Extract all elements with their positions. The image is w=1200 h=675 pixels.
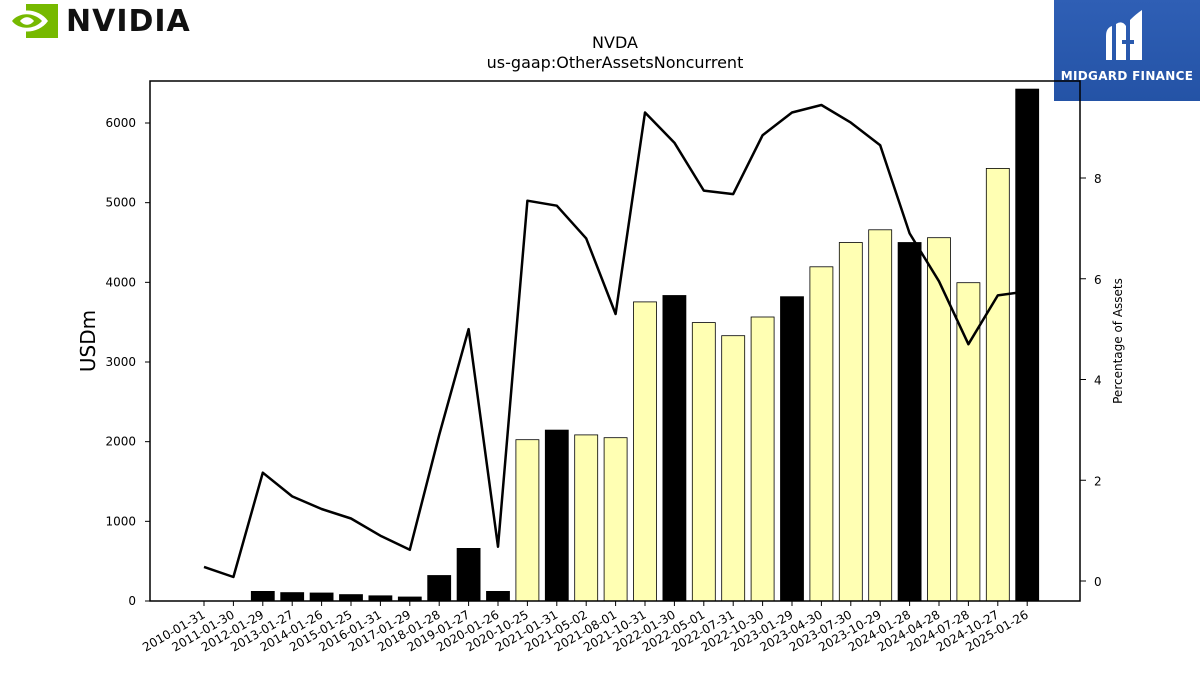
chart-title: NVDA: [592, 33, 638, 52]
y2-axis-label: Percentage of Assets: [1111, 278, 1125, 404]
bar-2013-01-27: [280, 592, 305, 602]
bar-2022-05-01: [691, 322, 716, 602]
y2-tick-label: 6: [1094, 273, 1102, 287]
bar-2023-01-29: [780, 296, 804, 602]
bar-2023-04-30: [809, 266, 834, 602]
bar-2012-01-29: [250, 591, 275, 602]
bar-2024-10-27: [985, 167, 1010, 602]
bar-2021-05-02: [574, 434, 599, 602]
y-tick-label: 0: [128, 594, 136, 608]
x-axis-ticks: 2010-01-312011-01-302012-01-292013-01-27…: [140, 601, 1031, 654]
bar-2019-01-27: [456, 548, 481, 602]
line-group: [203, 103, 1028, 579]
bar-2021-08-01: [603, 437, 628, 602]
percentage-line: [203, 103, 1028, 579]
bar-2021-01-31: [544, 429, 569, 602]
bar-2025-01-26: [1015, 88, 1040, 602]
bar-2015-01-25: [339, 594, 363, 602]
midgard-logo-text: MIDGARD FINANCE: [1060, 69, 1194, 83]
nvidia-logo-text: NVIDIA: [66, 4, 191, 39]
bar-2022-10-30: [750, 316, 775, 602]
bar-2016-01-31: [368, 595, 393, 602]
y-tick-label: 2000: [105, 435, 136, 449]
y-tick-label: 1000: [105, 514, 136, 528]
left-axis-ticks: 0 1000 2000 3000 4000 5000 6000: [105, 116, 150, 608]
y-axis-label: USDm: [76, 310, 100, 372]
y2-tick-label: 2: [1094, 474, 1102, 488]
bar-2024-01-28: [897, 242, 922, 602]
chart-subtitle: us-gaap:OtherAssetsNoncurrent: [487, 53, 744, 72]
plot-frame: [149, 80, 1081, 602]
bar-2022-07-31: [721, 335, 746, 602]
bar-2018-01-28: [427, 575, 452, 602]
midgard-finance-logo: MIDGARD FINANCE: [1054, 0, 1200, 101]
y-tick-label: 3000: [105, 355, 136, 369]
bar-2021-10-31: [633, 301, 657, 602]
y2-tick-label: 8: [1094, 172, 1102, 186]
bar-2014-01-26: [309, 592, 334, 602]
right-axis-ticks: 0 2 4 6 8: [1080, 172, 1102, 589]
bar-2024-04-28: [927, 237, 951, 602]
bar-2023-10-29: [868, 229, 893, 602]
nvidia-logo-icon: [6, 4, 58, 38]
y-tick-label: 4000: [105, 275, 136, 289]
y2-tick-label: 0: [1094, 575, 1102, 589]
bar-2022-01-30: [662, 295, 687, 602]
y-tick-label: 5000: [105, 196, 136, 210]
y-tick-label: 6000: [105, 116, 136, 130]
bar-2020-10-25: [515, 439, 540, 602]
midgard-mark-icon: [1106, 10, 1142, 60]
bar-2020-01-26: [486, 591, 510, 602]
y2-tick-label: 4: [1094, 374, 1102, 388]
bar-2023-07-30: [838, 242, 863, 602]
bars-group: [250, 88, 1040, 602]
